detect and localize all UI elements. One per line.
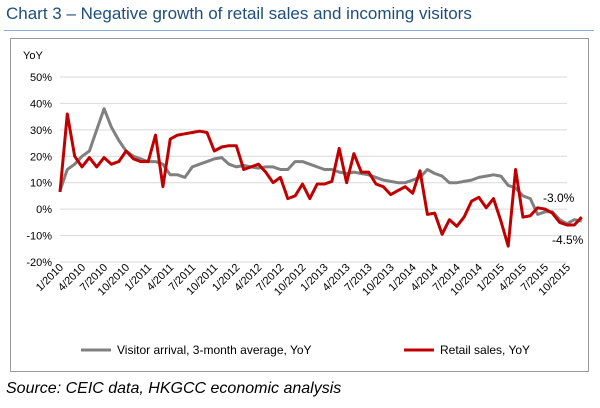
y-tick-label: 20% bbox=[30, 151, 52, 163]
chart-title: Chart 3 – Negative growth of retail sale… bbox=[6, 4, 472, 23]
line-chart: -20% -10% 0% 10% 20% 30% 40% 50% 1/20104/20107/… bbox=[23, 50, 584, 357]
y-tick-label: -10% bbox=[26, 231, 52, 243]
title-underline bbox=[4, 30, 594, 31]
legend: Visitor arrival, 3-month average, YoY Re… bbox=[81, 343, 530, 357]
y-tick-label: 30% bbox=[30, 125, 52, 137]
x-axis-ticks: 1/20104/20107/201010/20101/20114/20117/2… bbox=[34, 262, 573, 299]
visitor-arrival-line bbox=[58, 107, 582, 226]
y-tick-label: 10% bbox=[30, 178, 52, 190]
legend-label-retail: Retail sales, YoY bbox=[440, 343, 530, 357]
chart-frame: -20% -10% 0% 10% 20% 30% 40% 50% 1/2010 4/2010 7/… bbox=[10, 38, 589, 372]
annotation-visitor-last: -3.0% bbox=[543, 191, 575, 205]
y-tick-label: 0% bbox=[36, 204, 52, 216]
y-tick-label: -20% bbox=[26, 257, 52, 269]
y-tick-label: 50% bbox=[30, 72, 52, 84]
series-lines bbox=[58, 107, 583, 248]
source-note: Source: CEIC data, HKGCC economic analys… bbox=[6, 380, 342, 397]
y-axis-ticks: -20% -10% 0% 10% 20% 30% 40% 50% bbox=[26, 72, 52, 269]
y-axis-title: YoY bbox=[23, 50, 43, 62]
gridlines bbox=[60, 76, 567, 263]
legend-label-visitor: Visitor arrival, 3-month average, YoY bbox=[117, 343, 312, 357]
annotation-retail-last: -4.5% bbox=[552, 233, 584, 247]
y-tick-label: 40% bbox=[30, 98, 52, 110]
retail-sales-line bbox=[58, 112, 583, 248]
